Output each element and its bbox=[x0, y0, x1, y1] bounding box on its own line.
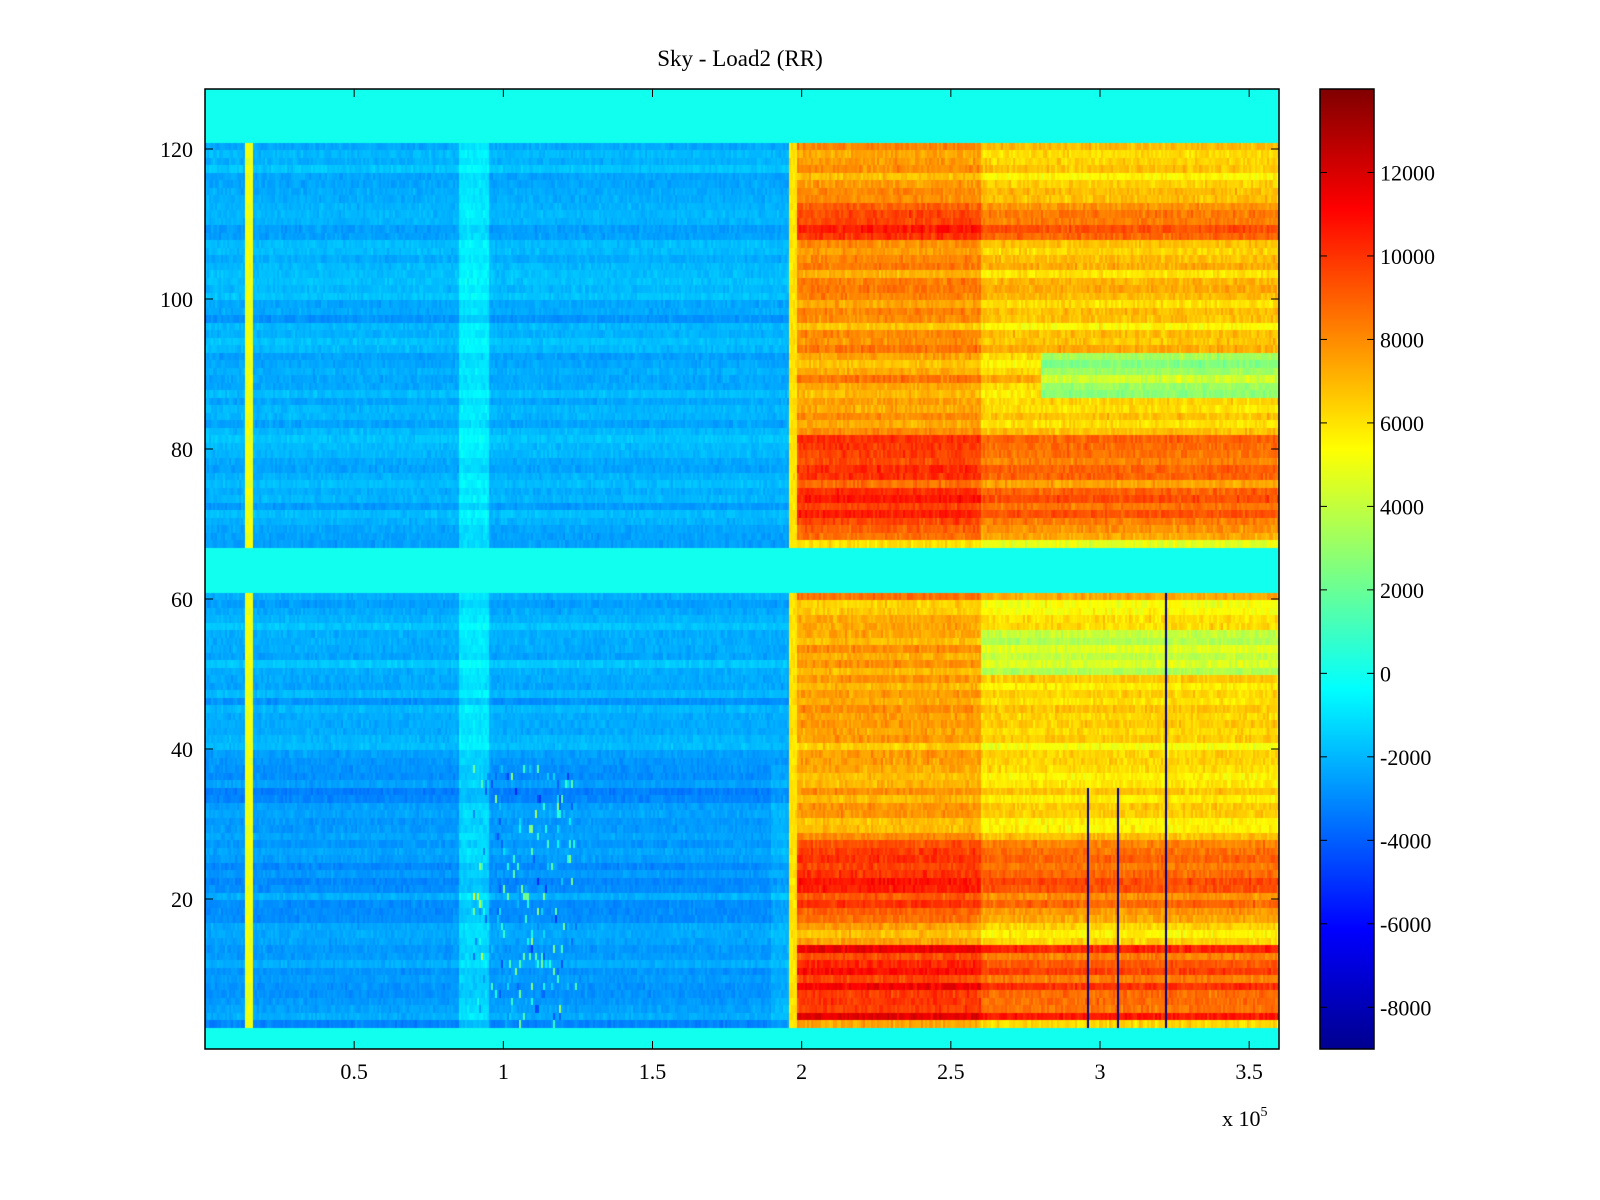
colorbar-tick-label: -4000 bbox=[1380, 828, 1431, 853]
x-tick-label: 2 bbox=[796, 1059, 807, 1084]
plot-frame bbox=[204, 88, 1280, 1050]
x-tick-label: 1.5 bbox=[639, 1059, 667, 1084]
x-tick-label: 2.5 bbox=[937, 1059, 965, 1084]
y-tick-label: 100 bbox=[160, 287, 193, 312]
heatmap-canvas bbox=[205, 89, 1279, 1049]
x-tick-label: 3.5 bbox=[1235, 1059, 1263, 1084]
colorbar-tick-label: -2000 bbox=[1380, 745, 1431, 770]
x-tick-label: 1 bbox=[498, 1059, 509, 1084]
colorbar-tick-label: 12000 bbox=[1380, 160, 1435, 185]
y-tick-label: 120 bbox=[160, 137, 193, 162]
colorbar-tick-label: -8000 bbox=[1380, 995, 1431, 1020]
colorbar-tick-label: 2000 bbox=[1380, 578, 1424, 603]
chart-title: Sky - Load2 (RR) bbox=[657, 46, 822, 71]
y-tick-label: 80 bbox=[171, 437, 193, 462]
colorbar-tick-label: 8000 bbox=[1380, 327, 1424, 352]
y-axis-ticks: 20 40 60 80 100 120 bbox=[160, 137, 1279, 912]
colorbar-ticks: 12000 10000 8000 6000 4000 2000 0 -2000 -4000 -60… bbox=[1320, 160, 1435, 1020]
colorbar-tick-label: 4000 bbox=[1380, 494, 1424, 519]
y-tick-label: 40 bbox=[171, 737, 193, 762]
colorbar bbox=[1319, 88, 1375, 1050]
y-tick-label: 20 bbox=[171, 887, 193, 912]
x-axis-ticks: 0.5 1 1.5 2 2.5 3 3.5 bbox=[340, 89, 1263, 1084]
colorbar-tick-label: 10000 bbox=[1380, 244, 1435, 269]
colorbar-tick-label: 0 bbox=[1380, 661, 1391, 686]
colorbar-tick-label: -6000 bbox=[1380, 912, 1431, 937]
y-tick-label: 60 bbox=[171, 587, 193, 612]
colorbar-tick-label: 6000 bbox=[1380, 411, 1424, 436]
x-tick-label: 0.5 bbox=[340, 1059, 368, 1084]
heatmap-area bbox=[205, 89, 1279, 1049]
x-exponent-label: x 105 bbox=[1222, 1105, 1268, 1131]
x-tick-label: 3 bbox=[1095, 1059, 1106, 1084]
